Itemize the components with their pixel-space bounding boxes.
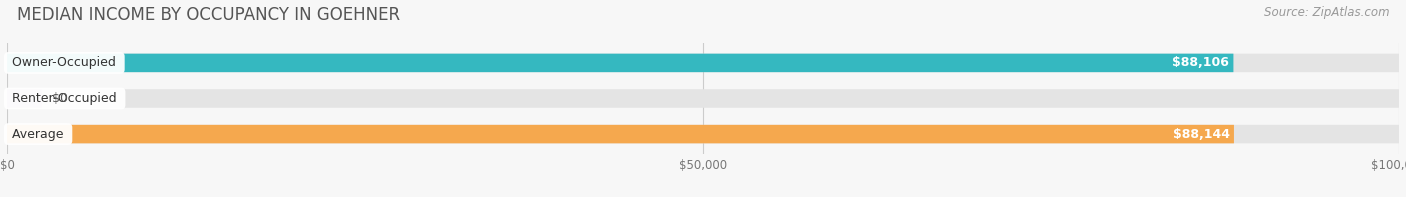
FancyBboxPatch shape (7, 89, 1399, 108)
Text: MEDIAN INCOME BY OCCUPANCY IN GOEHNER: MEDIAN INCOME BY OCCUPANCY IN GOEHNER (17, 6, 399, 24)
Text: $88,106: $88,106 (1173, 56, 1229, 69)
Text: Average: Average (8, 128, 67, 141)
Text: $0: $0 (52, 92, 67, 105)
Text: $88,144: $88,144 (1173, 128, 1230, 141)
Text: Renter-Occupied: Renter-Occupied (8, 92, 121, 105)
FancyBboxPatch shape (7, 54, 1399, 72)
FancyBboxPatch shape (7, 54, 1233, 72)
FancyBboxPatch shape (7, 89, 42, 108)
FancyBboxPatch shape (7, 125, 1399, 143)
FancyBboxPatch shape (7, 125, 1234, 143)
Text: Source: ZipAtlas.com: Source: ZipAtlas.com (1264, 6, 1389, 19)
Text: Owner-Occupied: Owner-Occupied (8, 56, 121, 69)
